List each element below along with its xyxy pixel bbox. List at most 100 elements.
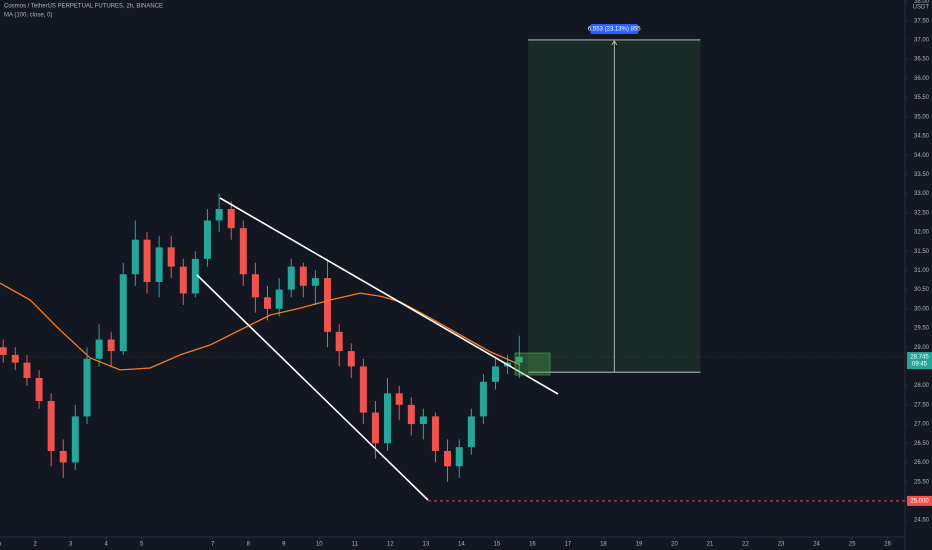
y-tick-label: 26.50 [914,441,930,447]
currency: USDT [913,5,930,11]
candle-body [11,354,19,363]
candle-body [479,381,487,417]
stop-label: 25.000 [910,498,929,504]
stop-label-bg [907,495,932,506]
candle-body [431,416,439,451]
candle-body [107,339,115,352]
candle-body [347,351,355,367]
candle-body [275,289,283,309]
candle-body [335,331,343,352]
plot: 6.553 (23.13%) 855 [0,23,905,482]
y-tick-label: 34.00 [914,153,930,159]
x-tick-label: 17 [565,542,572,548]
x-tick-label: 26 [884,542,891,548]
x-tick-label: 21 [707,542,714,548]
last-price-bg [907,352,932,370]
candle-body [311,278,319,286]
candle-body [47,401,55,451]
y-tick-label: 25.50 [914,479,930,485]
candle-body [167,247,175,267]
trendline-lower [196,274,429,501]
x-tick-label: 12 [387,542,394,548]
y-tick-label: 29.50 [914,326,930,332]
candle-body [35,377,43,402]
candle-body [23,362,31,378]
y-tick-label: 24.50 [914,518,930,524]
entry-box [514,352,551,376]
candle-body [143,239,151,282]
candle-body [191,258,199,294]
x-tick-label: 23 [778,542,785,548]
candle-body [227,208,235,229]
candle-body [203,220,211,259]
y-tick-label: 27.50 [914,402,930,408]
y-tick-label: 32.00 [914,230,930,236]
target-label: 6.553 (23.13%) 855 [588,27,641,33]
x-tick-label: 19 [636,542,643,548]
candle-body [491,366,499,382]
x-tick-label: 22 [742,542,749,548]
ma-line [0,282,521,371]
x-tick-label: 10 [316,542,323,548]
x-tick-label: 24 [813,542,820,548]
y-tick-label: 32.50 [914,210,930,216]
candle-body [71,416,79,463]
candle-body [239,228,247,275]
last-price-label: 28.745 [910,355,929,361]
y-tick-label: 28.00 [914,383,930,389]
y-tick-label: 30.00 [914,306,930,312]
candle-body [215,208,223,221]
candle-body [384,393,392,444]
y-tick-label: 35.50 [914,95,930,101]
x-tick-label: 4 [105,542,109,548]
candle-body [59,450,67,463]
y-tick-label: 27.00 [914,422,930,428]
candle-body [83,358,91,417]
y-tick-label: 34.50 [914,134,930,140]
candle-body [155,247,163,282]
x-tick-label: 13 [423,542,430,548]
candle-body [359,366,367,413]
x-tick-label: 7 [211,542,215,548]
x-tick-label: b [0,542,2,548]
candle-body [131,239,139,275]
target-arrow-head [611,40,618,46]
candle-body [455,447,463,467]
candle-body [323,278,331,332]
candle-body [515,356,523,363]
trendline-upper [219,197,559,395]
y-tick-label: 29.00 [914,345,930,351]
candle-body [179,266,187,294]
y-tick-label: 33.50 [914,172,930,178]
candle-body [263,297,271,309]
candle-body [467,416,475,448]
x-tick-label: 9 [282,542,286,548]
x-tick-label: 8 [247,542,251,548]
y-tick-label: 31.00 [914,268,930,274]
x-tick-label: 3 [69,542,73,548]
y-tick-label: 35.00 [914,114,930,120]
y-tick-label: 26.00 [914,460,930,466]
x-tick-label: 5 [140,542,144,548]
y-tick-label: 33.00 [914,191,930,197]
y-tick-label: 30.50 [914,287,930,293]
candle-body [119,274,127,352]
candle-body [95,339,103,359]
ma-legend: MA (100, close, 0) [4,13,52,19]
y-tick-label: 37.50 [914,18,930,24]
candle-body [287,266,295,290]
candle-body [407,404,415,425]
candle-body [444,450,452,467]
candle-body [371,412,379,444]
x-tick-label: 14 [458,542,465,548]
y-tick-label: 36.00 [914,76,930,82]
x-tick-label: 20 [671,542,678,548]
y-tick-label: 36.50 [914,57,930,63]
x-tick-label: 15 [494,542,501,548]
countdown-label: 09:45 [912,362,928,368]
candle-body [0,347,7,355]
x-tick-label: 11 [352,542,359,548]
